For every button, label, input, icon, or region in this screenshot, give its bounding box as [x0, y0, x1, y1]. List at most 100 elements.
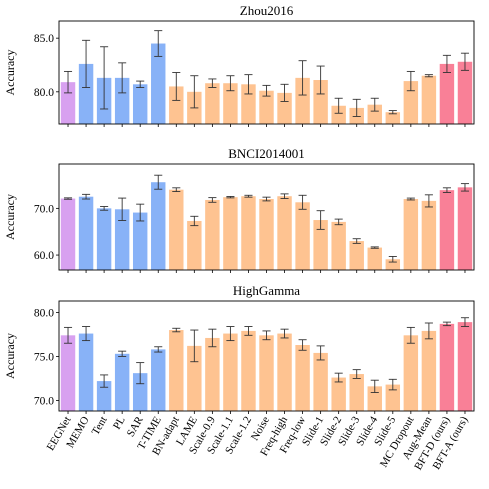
y-tick-label: 75.0 [34, 351, 54, 363]
bar-bn-adapt [169, 86, 184, 124]
bar-scale-1-2 [241, 330, 256, 411]
error-bar [280, 193, 289, 200]
bar-bft-a-ours [457, 322, 473, 411]
bar-aug-mean [421, 200, 437, 270]
x-tick-label: Tent [90, 415, 110, 438]
error-bar [63, 197, 73, 200]
error-bar [406, 70, 415, 92]
error-bar [334, 97, 343, 114]
error-bar [370, 379, 379, 393]
error-bar [316, 65, 325, 95]
bar-freq-low [295, 345, 310, 411]
chart-panel-1: Zhou2016 Accuracy 80.0 85.0 [3, 3, 475, 127]
bar-slide-2 [331, 105, 346, 124]
bar-pl [114, 353, 130, 411]
error-bar [100, 46, 109, 110]
bar-mc-dropout [403, 81, 419, 124]
bar-memo [78, 196, 94, 270]
bar-t-time [151, 349, 166, 411]
error-bar [352, 98, 361, 117]
bar-bn-adapt [169, 189, 184, 270]
error-bar [298, 339, 307, 351]
error-bar [82, 39, 91, 88]
bar-eegnet [60, 198, 76, 270]
error-bar [460, 183, 470, 192]
error-bar [370, 97, 379, 112]
bar-sar [132, 373, 148, 411]
y-tick-label: 70.0 [34, 203, 54, 215]
y-tick-label: 80.0 [34, 307, 54, 319]
error-bar [316, 345, 325, 361]
error-bar [442, 54, 451, 73]
bar-bn-adapt [169, 330, 184, 411]
bar-slide-3 [349, 241, 364, 270]
error-bar [63, 70, 73, 94]
bar-pl [114, 209, 130, 270]
error-bar [244, 74, 253, 95]
error-bar [424, 74, 433, 78]
error-bar [172, 327, 181, 333]
bar-scale-1-2 [241, 196, 256, 270]
error-bar [226, 75, 235, 92]
error-bar [172, 187, 181, 193]
y-axis-label: Accuracy [3, 50, 17, 96]
bar-scale-1-1 [223, 197, 238, 270]
chart-title: Zhou2016 [240, 3, 294, 18]
error-bar [370, 246, 379, 249]
error-bar [298, 194, 307, 210]
bar-slide-1 [313, 352, 328, 411]
error-bar [136, 362, 145, 385]
error-bar [424, 194, 433, 208]
error-bar [118, 62, 127, 94]
bar-slide-1 [313, 80, 328, 124]
chart-title: BNCI2014001 [228, 146, 305, 161]
error-bar [190, 75, 199, 109]
y-axis-label: Accuracy [3, 333, 17, 379]
bar-freq-high [277, 333, 292, 411]
bar-slide-2 [331, 221, 346, 270]
error-bar [442, 321, 451, 327]
bar-sar [132, 212, 148, 270]
error-bar [136, 80, 145, 88]
chart-panel-3: HighGammaAccuracy70.075.080.0EEGNetMEMOT… [3, 283, 475, 472]
bar-lame [187, 220, 202, 270]
bar-slide-5 [385, 112, 401, 124]
error-bar [136, 203, 145, 222]
error-bar [316, 210, 325, 230]
chart-panel-2: BNCI2014001 Accuracy 60.0 70.0 [3, 146, 475, 273]
bar-mc-dropout [403, 199, 419, 270]
bar-bft-a-ours [457, 187, 473, 270]
bar-t-time [151, 182, 166, 270]
error-bar [334, 218, 343, 226]
y-tick-label: 70.0 [34, 395, 54, 407]
error-bar [388, 378, 397, 391]
error-bar [100, 374, 109, 388]
error-bar [262, 330, 271, 341]
bar-memo [78, 63, 94, 124]
bar-sar [132, 84, 148, 124]
error-bar [424, 322, 433, 340]
error-bar [280, 83, 289, 102]
bar-scale-0-9 [205, 199, 220, 270]
error-bar [298, 60, 307, 96]
error-bar [208, 78, 217, 88]
bar-slide-4 [367, 104, 382, 124]
bar-bft-d-ours [439, 190, 455, 270]
bar-scale-0-9 [205, 337, 220, 411]
y-axis-label: Accuracy [3, 194, 17, 240]
bar-aug-mean [421, 330, 437, 411]
error-bar [352, 238, 361, 244]
error-bar [262, 84, 271, 97]
bar-scale-1-1 [223, 333, 238, 411]
error-bar [208, 197, 217, 203]
error-bar [460, 52, 470, 71]
bar-scale-0-9 [205, 83, 220, 124]
bar-slide-5 [385, 384, 401, 411]
error-bar [172, 72, 181, 101]
error-bar [82, 193, 91, 200]
y-tick-label: 60.0 [34, 250, 54, 262]
bar-memo [78, 333, 94, 411]
bar-freq-high [277, 196, 292, 270]
error-bar [154, 346, 163, 353]
y-tick-label: 85.0 [34, 33, 54, 45]
